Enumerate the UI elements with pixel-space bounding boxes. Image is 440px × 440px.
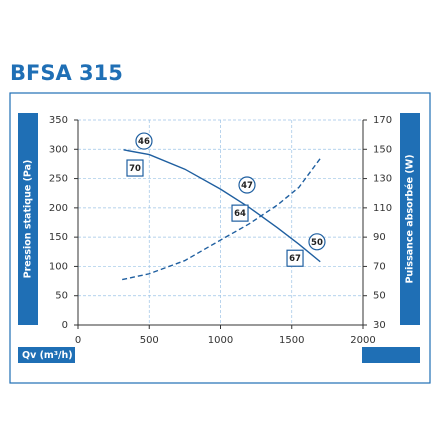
y2-tick-label: 30 (373, 320, 386, 331)
series-line (123, 149, 321, 263)
y-tick-label: 50 (55, 291, 68, 302)
y-tick-label: 350 (49, 115, 68, 126)
annotation-label: 70 (129, 164, 141, 174)
x-axis-band-right (362, 347, 420, 363)
annotation-label: 47 (241, 181, 253, 191)
y-tick-label: 300 (49, 144, 68, 155)
annotation-label: 67 (289, 254, 301, 264)
y-tick-label: 0 (62, 320, 68, 331)
x-tick-label: 500 (140, 335, 159, 346)
y2-tick-label: 50 (373, 291, 386, 302)
annotation-label: 64 (234, 209, 246, 219)
annotation-square (231, 204, 249, 222)
frame (9, 92, 431, 384)
y2-tick-label: 70 (373, 261, 386, 272)
x-tick-label: 2000 (350, 335, 375, 346)
y2-tick-label: 110 (373, 203, 392, 214)
annotation-circle (135, 132, 153, 150)
annotation-square (286, 249, 304, 267)
annotation-circle (238, 176, 256, 194)
y2-axis-band (400, 113, 420, 325)
y2-axis-label: Puissance absorbée (W) (405, 154, 416, 283)
y-tick-label: 200 (49, 203, 68, 214)
x-tick-label: 1000 (208, 335, 233, 346)
x-axis-label: Qv (m³/h) (22, 350, 73, 361)
x-axis-band (18, 347, 75, 363)
annotation-label: 46 (138, 137, 150, 147)
y2-tick-label: 170 (373, 115, 392, 126)
annotation-label: 50 (311, 238, 323, 248)
y-axis-label: Pression statique (Pa) (23, 160, 34, 279)
y2-tick-label: 130 (373, 174, 392, 185)
x-tick-label: 1500 (279, 335, 304, 346)
y-tick-label: 100 (49, 261, 68, 272)
y2-tick-label: 90 (373, 232, 386, 243)
series-line (122, 156, 323, 281)
chart-title: BFSA 315 (10, 61, 123, 85)
y-tick-label: 150 (49, 232, 68, 243)
annotation-circle (308, 233, 326, 251)
y-tick-label: 250 (49, 174, 68, 185)
annotation-square (126, 159, 144, 177)
y2-tick-label: 150 (373, 144, 392, 155)
y-axis-band (18, 113, 38, 325)
x-tick-label: 0 (75, 335, 81, 346)
